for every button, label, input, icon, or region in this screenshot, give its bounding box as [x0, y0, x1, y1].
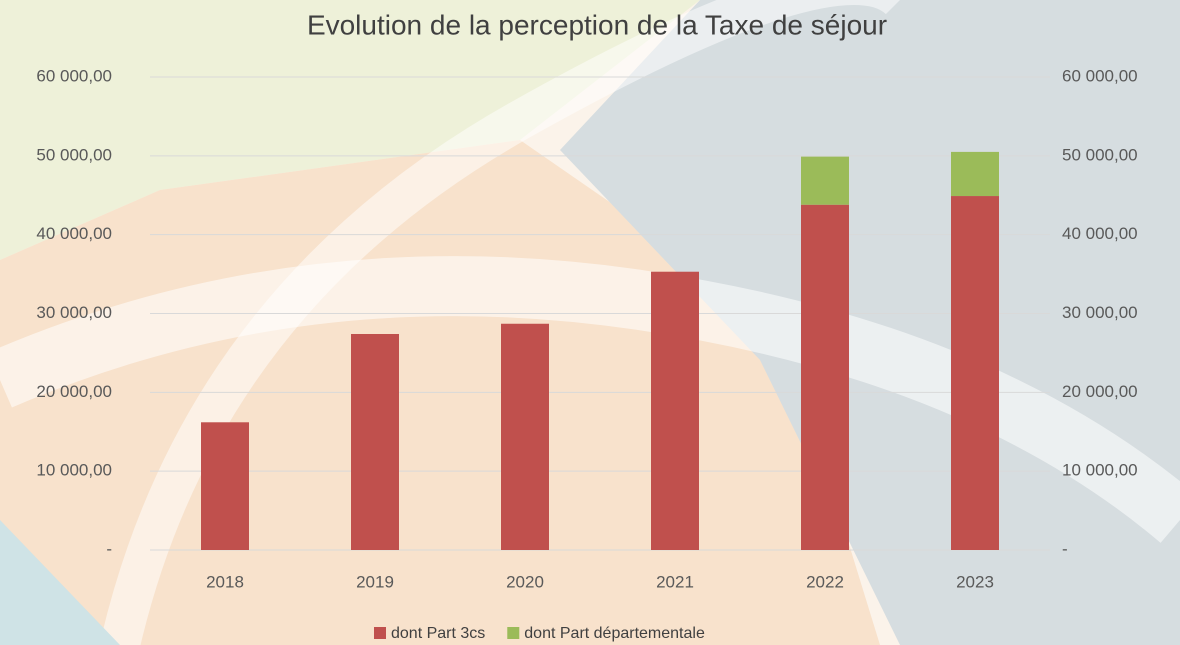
bar-segment: [951, 152, 999, 196]
y-tick-label: 10 000,00: [36, 461, 112, 480]
y2-tick-label: 50 000,00: [1062, 145, 1138, 164]
legend-swatch: [507, 627, 519, 639]
x-tick-label: 2023: [956, 572, 994, 591]
x-tick-label: 2021: [656, 572, 694, 591]
bar-segment: [801, 157, 849, 205]
x-tick-label: 2022: [806, 572, 844, 591]
background: [0, 0, 1180, 645]
y2-tick-label: 20 000,00: [1062, 382, 1138, 401]
y-tick-label: -: [106, 539, 112, 558]
x-tick-label: 2018: [206, 572, 244, 591]
y-tick-label: 60 000,00: [36, 66, 112, 85]
y-tick-label: 50 000,00: [36, 145, 112, 164]
bar-segment: [651, 272, 699, 550]
legend-swatch: [374, 627, 386, 639]
y-tick-label: 30 000,00: [36, 303, 112, 322]
y2-tick-label: 10 000,00: [1062, 461, 1138, 480]
legend: dont Part 3cs dont Part départementale: [374, 625, 705, 642]
y2-tick-label: 40 000,00: [1062, 224, 1138, 243]
chart: Evolution de la perception de la Taxe de…: [0, 0, 1180, 645]
bar-segment: [801, 205, 849, 550]
y-tick-label: 40 000,00: [36, 224, 112, 243]
bar-segment: [501, 324, 549, 550]
legend-label: dont Part départementale: [524, 625, 705, 642]
y2-tick-label: -: [1062, 539, 1068, 558]
y2-tick-label: 30 000,00: [1062, 303, 1138, 322]
bar-segment: [201, 422, 249, 550]
legend-label: dont Part 3cs: [391, 625, 485, 642]
x-tick-label: 2019: [356, 572, 394, 591]
y-tick-label: 20 000,00: [36, 382, 112, 401]
bar-segment: [351, 334, 399, 550]
bar-segment: [951, 196, 999, 550]
x-tick-label: 2020: [506, 572, 544, 591]
y2-tick-label: 60 000,00: [1062, 66, 1138, 85]
chart-title: Evolution de la perception de la Taxe de…: [307, 9, 887, 40]
